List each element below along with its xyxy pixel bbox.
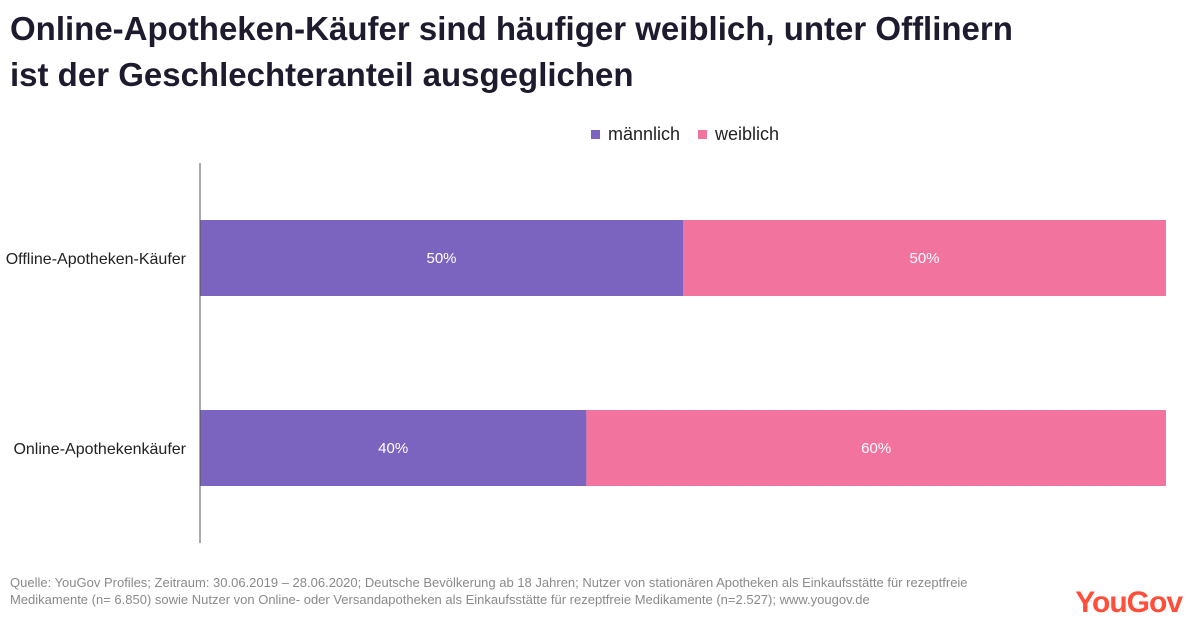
legend: männlich weiblich bbox=[0, 124, 1200, 145]
bar-weiblich-2 bbox=[586, 410, 1166, 486]
bar-value-label-männlich-1: 50% bbox=[426, 250, 456, 267]
category-label-2: Online-Apothekenkäufer bbox=[13, 441, 186, 458]
yougov-logo: YouGov bbox=[1075, 586, 1183, 619]
chart-title: Online-Apotheken-Käufer sind häufiger we… bbox=[10, 6, 1190, 98]
category-label-1: Offline-Apotheken-Käufer bbox=[6, 251, 187, 268]
bar-männlich-2 bbox=[200, 410, 587, 486]
footnote-line-1: Quelle: YouGov Profiles; Zeitraum: 30.06… bbox=[10, 575, 968, 590]
legend-item-maennlich: männlich bbox=[590, 124, 680, 145]
bar-männlich-1 bbox=[200, 220, 683, 296]
legend-label-weiblich: weiblich bbox=[715, 124, 780, 144]
chart-title-line-2: ist der Geschlechteranteil ausgeglichen bbox=[10, 56, 634, 93]
source-footnote: Quelle: YouGov Profiles; Zeitraum: 30.06… bbox=[10, 574, 1010, 608]
bar-value-label-weiblich-1: 50% bbox=[909, 250, 939, 267]
legend-swatch-maennlich bbox=[590, 130, 600, 139]
bar-value-label-männlich-2: 40% bbox=[378, 440, 408, 457]
bar-value-label-weiblich-2: 60% bbox=[861, 440, 891, 457]
chart-title-line-1: Online-Apotheken-Käufer sind häufiger we… bbox=[10, 10, 1013, 47]
legend-label-maennlich: männlich bbox=[607, 124, 680, 144]
legend-swatch-weiblich bbox=[698, 130, 707, 139]
bar-weiblich-1 bbox=[683, 220, 1166, 296]
footnote-line-2: Medikamente (n= 6.850) sowie Nutzer von … bbox=[10, 592, 870, 607]
legend-item-weiblich: weiblich bbox=[698, 124, 779, 145]
